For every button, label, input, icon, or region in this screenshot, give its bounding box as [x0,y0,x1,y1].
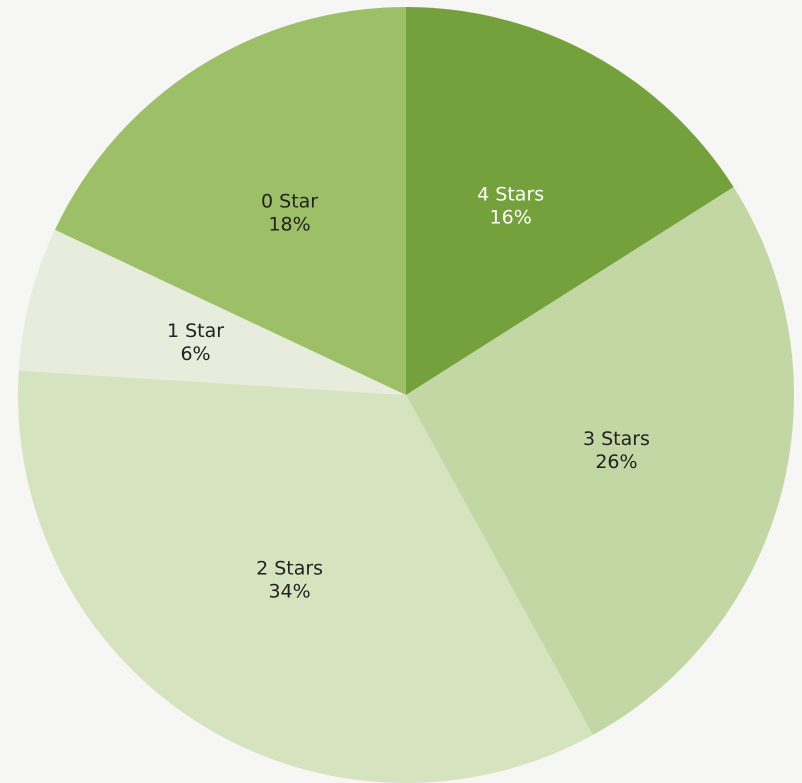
slice-percent-1-star: 6% [180,343,210,365]
slice-label-4-stars: 4 Stars [477,184,544,206]
slice-label-2-stars: 2 Stars [256,557,323,579]
slice-percent-4-stars: 16% [490,207,532,229]
slice-label-0-star: 0 Star [261,191,318,213]
slice-label-1-star: 1 Star [167,320,224,342]
pie-slice-4-stars [406,7,734,395]
pie-slice-3-stars [406,187,794,736]
slice-percent-2-stars: 34% [268,580,310,602]
slices-layer [17,7,794,783]
pie-slice-1-star [18,229,407,395]
pie-slice-2-stars [17,370,593,783]
slice-percent-0-star: 18% [268,214,310,236]
pie-slice-0-star [54,7,407,395]
slice-label-3-stars: 3 Stars [583,428,650,450]
slice-percent-3-stars: 26% [595,451,637,473]
